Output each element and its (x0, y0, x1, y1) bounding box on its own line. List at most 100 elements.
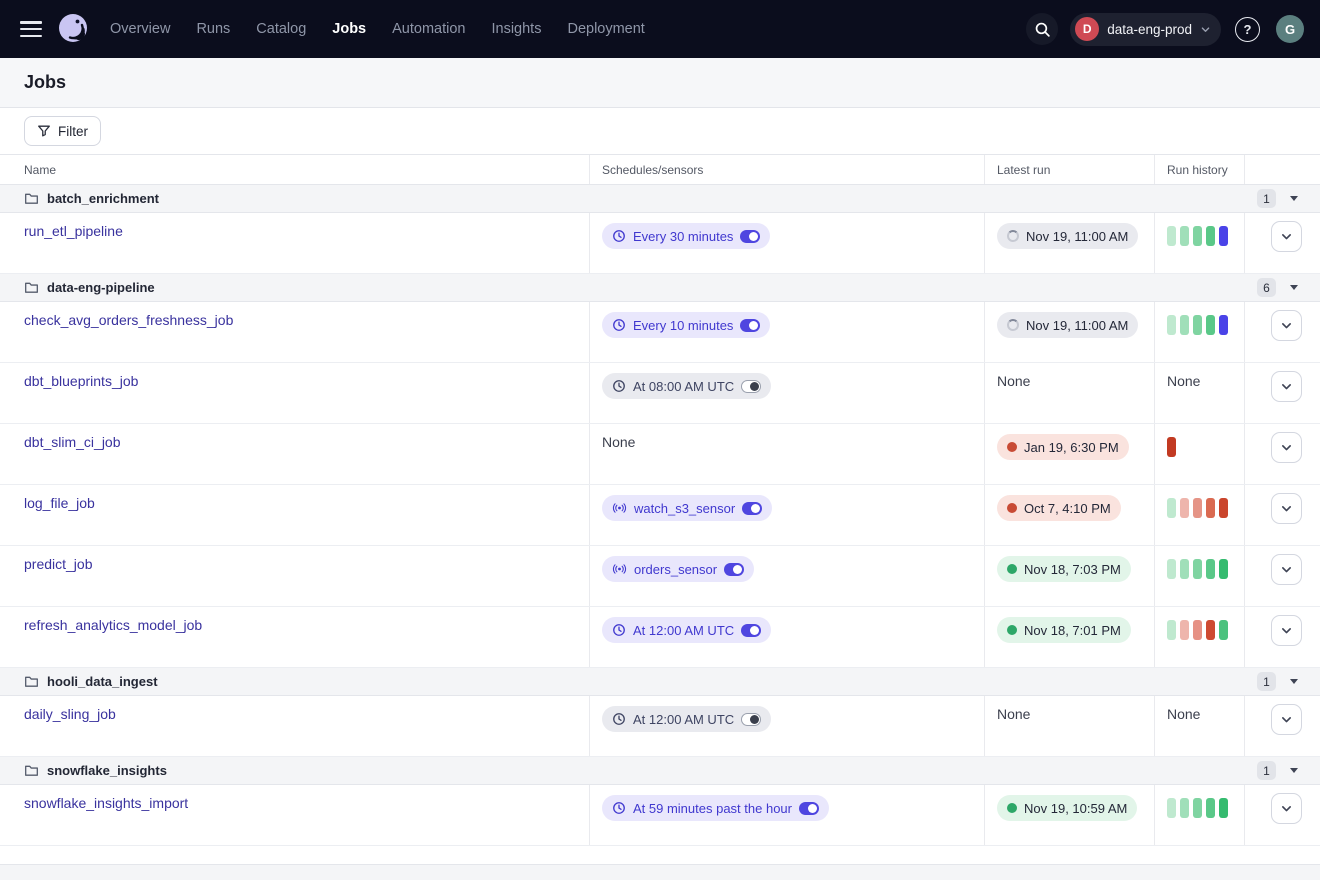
job-link[interactable]: daily_sling_job (24, 706, 116, 722)
run-history-bar[interactable] (1193, 559, 1202, 579)
latest-run-time: Oct 7, 4:10 PM (1024, 501, 1111, 516)
schedule-pill[interactable]: At 59 minutes past the hour (602, 795, 829, 821)
job-link[interactable]: run_etl_pipeline (24, 223, 123, 239)
schedule-pill[interactable]: At 08:00 AM UTC (602, 373, 771, 399)
job-row-snowflake-insights-import: snowflake_insights_import At 59 minutes p… (0, 785, 1320, 846)
run-history-bar[interactable] (1219, 226, 1228, 246)
run-history-bar[interactable] (1219, 559, 1228, 579)
run-history-bar[interactable] (1193, 798, 1202, 818)
schedule-pill[interactable]: Every 10 minutes (602, 312, 770, 338)
job-link[interactable]: refresh_analytics_model_job (24, 617, 202, 633)
run-history-bar[interactable] (1206, 798, 1215, 818)
run-history-bar[interactable] (1180, 498, 1189, 518)
expand-row-button[interactable] (1271, 310, 1302, 341)
schedule-toggle[interactable] (740, 230, 760, 243)
latest-run-pill[interactable]: Nov 19, 10:59 AM (997, 795, 1137, 821)
group-row-batch-enrichment[interactable]: batch_enrichment1 (0, 185, 1320, 213)
group-collapse-caret-icon[interactable] (1290, 768, 1298, 773)
nav-item-deployment[interactable]: Deployment (567, 21, 644, 37)
nav-item-automation[interactable]: Automation (392, 21, 465, 37)
job-link[interactable]: snowflake_insights_import (24, 795, 188, 811)
run-history-bar[interactable] (1219, 498, 1228, 518)
run-history-bar[interactable] (1180, 226, 1189, 246)
run-history-bar[interactable] (1180, 315, 1189, 335)
clock-icon (612, 712, 626, 726)
run-history-bar[interactable] (1193, 315, 1202, 335)
workspace-switcher[interactable]: D data-eng-prod (1070, 13, 1221, 46)
expand-row-button[interactable] (1271, 371, 1302, 402)
user-avatar[interactable]: G (1276, 15, 1304, 43)
nav-item-jobs[interactable]: Jobs (332, 21, 366, 37)
run-history-bar[interactable] (1180, 559, 1189, 579)
group-collapse-caret-icon[interactable] (1290, 285, 1298, 290)
search-button[interactable] (1026, 13, 1058, 45)
schedule-pill[interactable]: Every 30 minutes (602, 223, 770, 249)
group-row-data-eng-pipeline[interactable]: data-eng-pipeline6 (0, 274, 1320, 302)
job-link[interactable]: dbt_blueprints_job (24, 373, 138, 389)
schedule-toggle[interactable] (741, 713, 761, 726)
sensor-pill[interactable]: watch_s3_sensor (602, 495, 772, 521)
run-history-bar[interactable] (1206, 620, 1215, 640)
schedule-toggle[interactable] (740, 319, 760, 332)
nav-item-runs[interactable]: Runs (196, 21, 230, 37)
schedules-cell: At 08:00 AM UTC (590, 363, 985, 423)
job-link[interactable]: predict_job (24, 556, 93, 572)
run-history-bar[interactable] (1167, 315, 1176, 335)
run-history-bar[interactable] (1180, 798, 1189, 818)
run-history-bar[interactable] (1167, 620, 1176, 640)
job-link[interactable]: log_file_job (24, 495, 95, 511)
schedule-toggle[interactable] (799, 802, 819, 815)
expand-row-button[interactable] (1271, 704, 1302, 735)
expand-row-button[interactable] (1271, 793, 1302, 824)
nav-item-catalog[interactable]: Catalog (256, 21, 306, 37)
schedule-pill[interactable]: At 12:00 AM UTC (602, 706, 771, 732)
latest-run-pill[interactable]: Nov 19, 11:00 AM (997, 312, 1138, 338)
expand-row-button[interactable] (1271, 493, 1302, 524)
run-history-bar[interactable] (1193, 620, 1202, 640)
filter-button[interactable]: Filter (24, 116, 101, 146)
latest-run-pill[interactable]: Oct 7, 4:10 PM (997, 495, 1121, 521)
schedule-toggle[interactable] (724, 563, 744, 576)
run-history-bar[interactable] (1193, 226, 1202, 246)
group-collapse-caret-icon[interactable] (1290, 679, 1298, 684)
run-history-bar[interactable] (1193, 498, 1202, 518)
latest-run-pill[interactable]: Nov 19, 11:00 AM (997, 223, 1138, 249)
run-history-bar[interactable] (1219, 798, 1228, 818)
expand-row-button[interactable] (1271, 554, 1302, 585)
group-collapse-caret-icon[interactable] (1290, 196, 1298, 201)
expand-row-button[interactable] (1271, 221, 1302, 252)
schedule-toggle[interactable] (742, 502, 762, 515)
run-history-bar[interactable] (1167, 437, 1176, 457)
run-history-bar[interactable] (1206, 498, 1215, 518)
run-history-bar[interactable] (1167, 798, 1176, 818)
run-history-bar[interactable] (1219, 620, 1228, 640)
dagster-logo-icon[interactable] (56, 12, 90, 46)
run-history-bar[interactable] (1206, 315, 1215, 335)
avatar-initial: G (1285, 22, 1295, 37)
help-button[interactable]: ? (1235, 17, 1260, 42)
nav-item-insights[interactable]: Insights (491, 21, 541, 37)
sensor-pill[interactable]: orders_sensor (602, 556, 754, 582)
run-history-bar[interactable] (1180, 620, 1189, 640)
actions-cell (1245, 213, 1320, 273)
run-history-bar[interactable] (1167, 559, 1176, 579)
job-link[interactable]: check_avg_orders_freshness_job (24, 312, 233, 328)
nav-item-overview[interactable]: Overview (110, 21, 170, 37)
job-link[interactable]: dbt_slim_ci_job (24, 434, 121, 450)
group-row-hooli-data-ingest[interactable]: hooli_data_ingest1 (0, 668, 1320, 696)
schedule-pill[interactable]: At 12:00 AM UTC (602, 617, 771, 643)
latest-run-pill[interactable]: Jan 19, 6:30 PM (997, 434, 1129, 460)
run-history-bar[interactable] (1167, 498, 1176, 518)
run-history-bar[interactable] (1219, 315, 1228, 335)
latest-run-pill[interactable]: Nov 18, 7:01 PM (997, 617, 1131, 643)
run-history-bar[interactable] (1206, 226, 1215, 246)
latest-run-pill[interactable]: Nov 18, 7:03 PM (997, 556, 1131, 582)
expand-row-button[interactable] (1271, 615, 1302, 646)
expand-row-button[interactable] (1271, 432, 1302, 463)
schedule-toggle[interactable] (741, 624, 761, 637)
menu-hamburger-icon[interactable] (20, 21, 42, 37)
group-row-snowflake-insights[interactable]: snowflake_insights1 (0, 757, 1320, 785)
run-history-bar[interactable] (1206, 559, 1215, 579)
run-history-bar[interactable] (1167, 226, 1176, 246)
schedule-toggle[interactable] (741, 380, 761, 393)
